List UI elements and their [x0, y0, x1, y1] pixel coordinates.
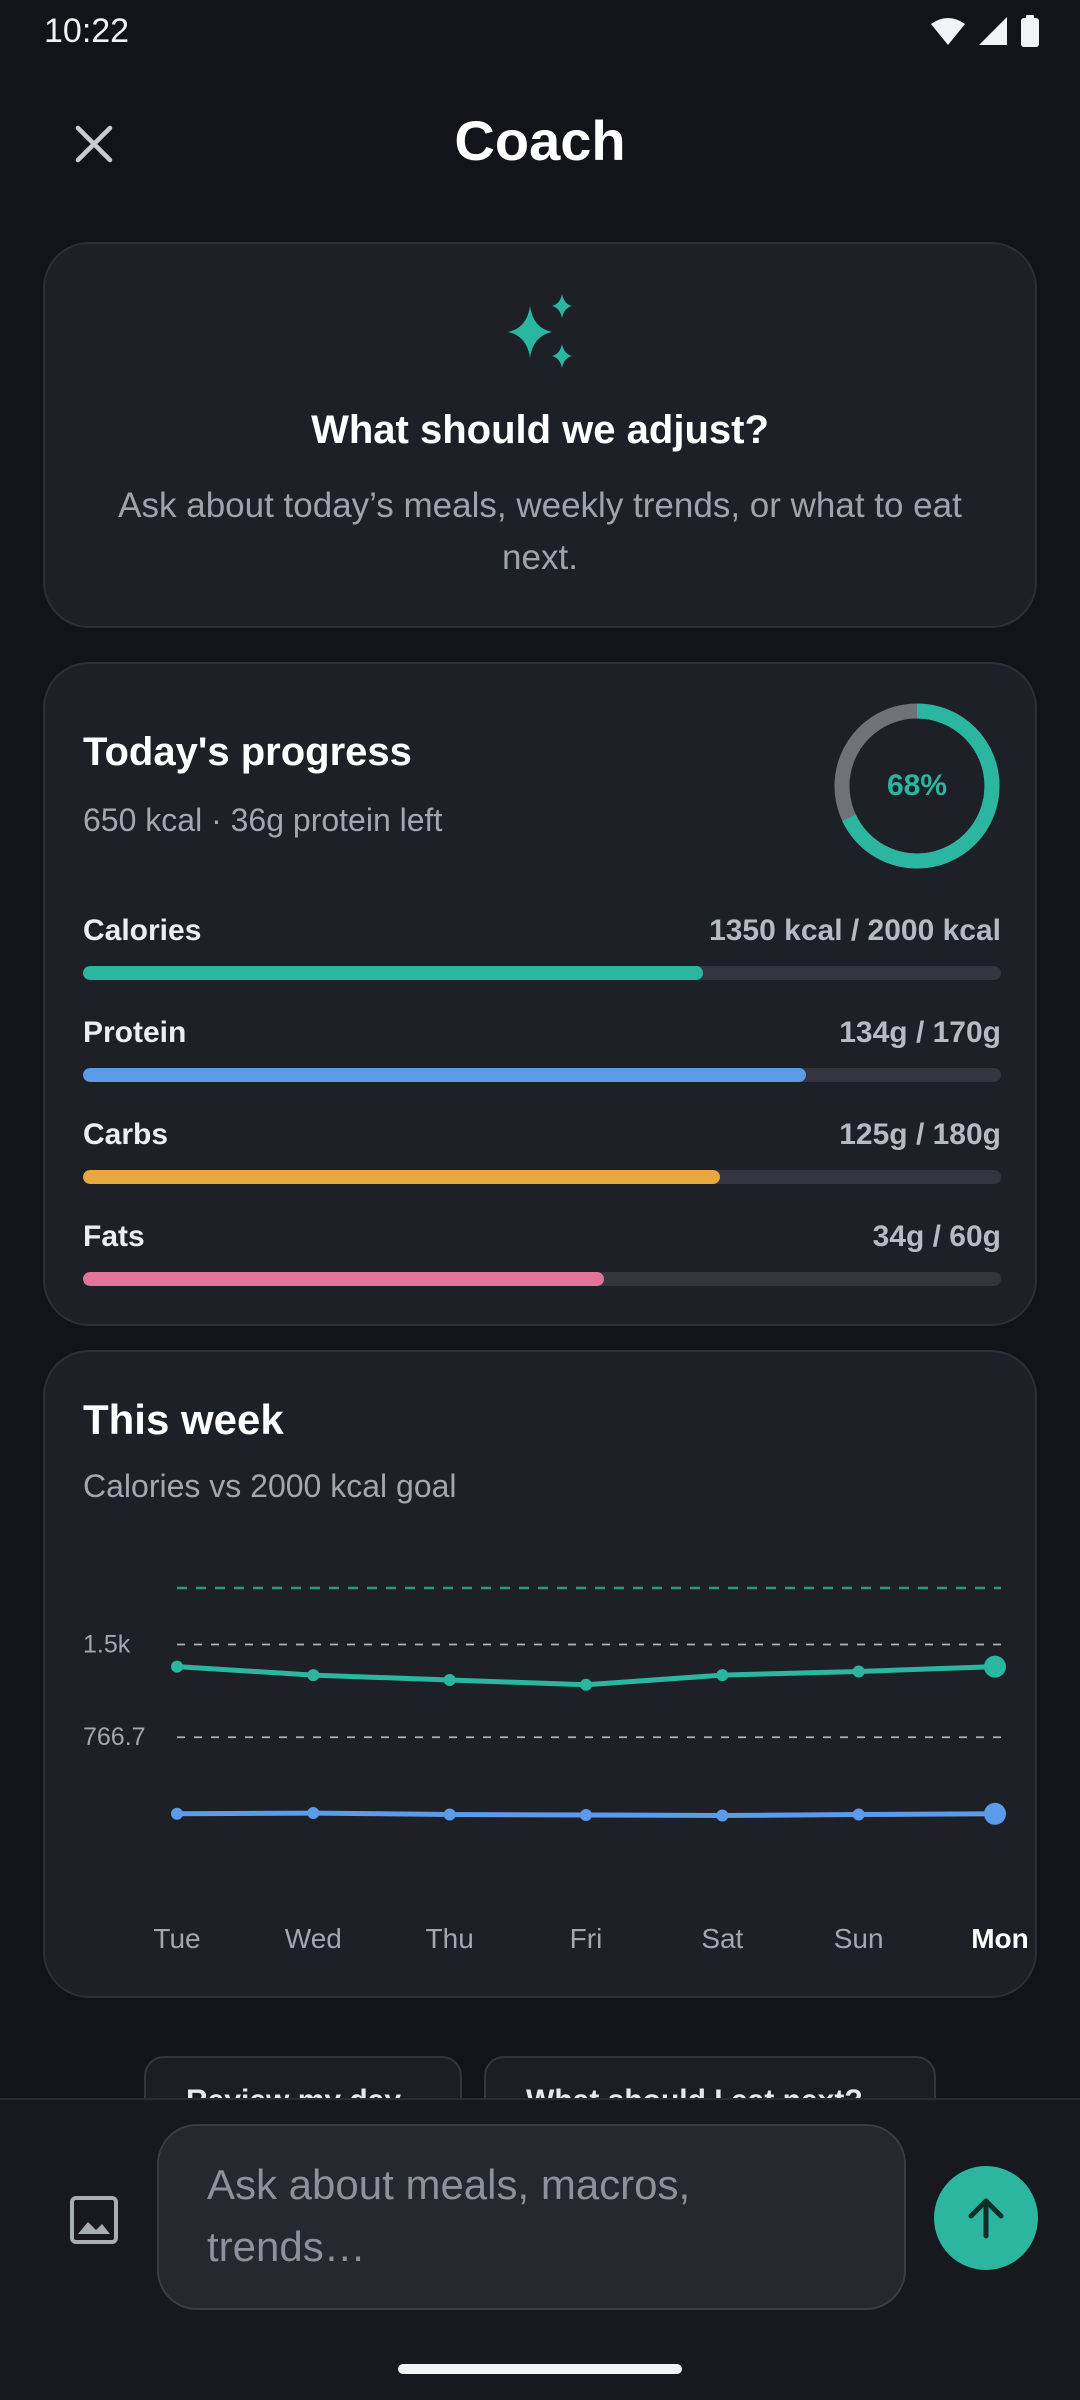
- macro-value: 125g / 180g: [839, 1118, 1001, 1151]
- x-tick-label: Sat: [701, 1923, 743, 1954]
- sparkle-icon-wrap: [45, 292, 1035, 372]
- macro-name: Fats: [83, 1220, 145, 1253]
- week-subtitle: Calories vs 2000 kcal goal: [83, 1468, 457, 1504]
- data-point: [307, 1669, 320, 1682]
- data-point: [580, 1678, 592, 1691]
- data-point: [171, 1807, 183, 1820]
- data-point: [984, 1655, 1006, 1678]
- macro-name: Calories: [83, 914, 202, 947]
- macro-bar-fill: [83, 1068, 807, 1082]
- suggestion-chips: Review my day What should I eat next?: [0, 2056, 1080, 2098]
- data-point: [984, 1802, 1006, 1825]
- macro-bar-track: [83, 1068, 1001, 1082]
- intro-card: What should we adjust? Ask about today’s…: [43, 242, 1037, 628]
- data-point: [580, 1808, 592, 1821]
- image-icon: [70, 2196, 118, 2244]
- progress-card: Today's progress 650 kcal · 36g protein …: [43, 662, 1037, 1326]
- app-header: Coach: [0, 90, 1080, 190]
- x-tick-label: Tue: [153, 1923, 200, 1954]
- macro-bar-track: [83, 1170, 1001, 1184]
- x-tick-label: Wed: [285, 1923, 342, 1954]
- close-button[interactable]: [62, 112, 126, 176]
- suggestion-chip[interactable]: Review my day: [144, 2056, 462, 2098]
- macro-bar-track: [83, 966, 1001, 980]
- macro-bar-track: [83, 1272, 1001, 1286]
- week-title: This week: [83, 1396, 284, 1443]
- y-tick-label: 766.7: [83, 1723, 146, 1751]
- macro-name: Protein: [83, 1016, 187, 1049]
- suggestion-chip[interactable]: What should I eat next?: [484, 2056, 936, 2098]
- macro-value: 1350 kcal / 2000 kcal: [709, 914, 1001, 947]
- status-icons: [930, 15, 1040, 47]
- status-time: 10:22: [44, 11, 130, 50]
- attach-image-button[interactable]: [66, 2192, 122, 2248]
- progress-ring: [834, 703, 1000, 869]
- composer-bar: Ask about meals, macros, trends…: [0, 2098, 1080, 2400]
- data-point: [852, 1808, 865, 1821]
- arrow-up-icon: [968, 2198, 1004, 2239]
- macro-value: 34g / 60g: [872, 1220, 1001, 1253]
- intro-subtitle: Ask about today’s meals, weekly trends, …: [118, 486, 962, 577]
- status-bar: 10:22: [0, 0, 1080, 62]
- x-tick-label: Sun: [834, 1923, 884, 1954]
- message-input[interactable]: Ask about meals, macros, trends…: [157, 2124, 906, 2310]
- data-point: [852, 1665, 865, 1678]
- macro-bar-fill: [83, 1272, 604, 1286]
- home-indicator: [398, 2364, 682, 2374]
- x-tick-label: Fri: [570, 1923, 603, 1954]
- wifi-icon: [931, 18, 965, 45]
- macro-row-fats: Fats 34g / 60g: [83, 1220, 1001, 1296]
- x-tick-label: Thu: [426, 1923, 474, 1954]
- x-tick-label: Mon: [971, 1923, 1029, 1954]
- intro-heading: What should we adjust?: [311, 408, 769, 452]
- data-point: [443, 1673, 456, 1686]
- send-button[interactable]: [934, 2166, 1038, 2270]
- progress-subtitle: 650 kcal · 36g protein left: [83, 802, 443, 838]
- macro-bar-fill: [83, 966, 703, 980]
- macro-bar-fill: [83, 1170, 721, 1184]
- week-line-chart: 1.5k 766.7 Tue Wed Thu Fri Sat Sun Mon: [83, 1586, 1029, 1954]
- page-title: Coach: [454, 109, 626, 172]
- macro-row-carbs: Carbs 125g / 180g: [83, 1118, 1001, 1194]
- data-point: [443, 1808, 456, 1821]
- data-point: [716, 1669, 729, 1682]
- data-point: [307, 1807, 320, 1820]
- week-card: This week Calories vs 2000 kcal goal 1.5…: [43, 1350, 1037, 1998]
- signal-icon: [979, 17, 1007, 45]
- sparkle-icon: [508, 294, 572, 368]
- y-tick-label: 1.5k: [83, 1630, 131, 1658]
- macro-name: Carbs: [83, 1118, 169, 1151]
- progress-title: Today's progress: [83, 730, 412, 774]
- macro-row-calories: Calories 1350 kcal / 2000 kcal: [83, 914, 1001, 990]
- macro-value: 134g / 170g: [839, 1016, 1001, 1049]
- battery-icon: [1021, 15, 1039, 47]
- macro-row-protein: Protein 134g / 170g: [83, 1016, 1001, 1092]
- progress-ring-arc: [834, 703, 1000, 869]
- data-point: [716, 1809, 729, 1822]
- close-icon: [75, 125, 113, 163]
- progress-ring-label: 68%: [886, 769, 948, 802]
- data-point: [171, 1660, 183, 1673]
